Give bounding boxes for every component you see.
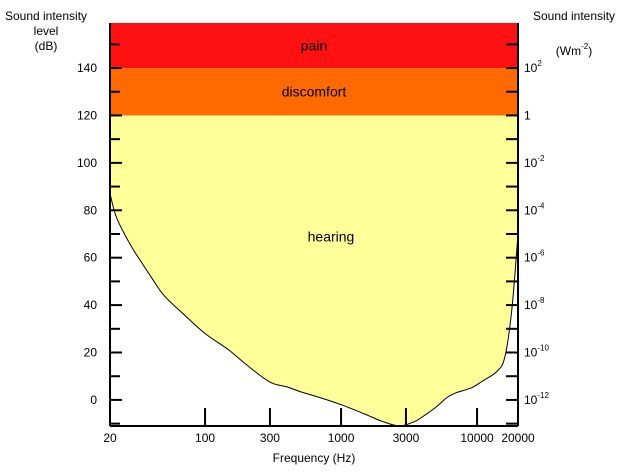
left-tick-label-120: 120 bbox=[77, 108, 97, 122]
x-tick-label-10000: 10000 bbox=[460, 431, 494, 445]
right-axis-unit-exponent: -2 bbox=[581, 42, 589, 51]
threshold-of-hearing-curve bbox=[109, 193, 519, 427]
left-axis-title-line2: level bbox=[34, 24, 59, 38]
x-tick-label-1000: 1000 bbox=[328, 431, 355, 445]
right-tick-label-140-base: 10 bbox=[524, 61, 538, 75]
right-tick-label-0-base: 10 bbox=[524, 393, 538, 407]
right-tick-label-60-exponent: -6 bbox=[537, 249, 545, 258]
right-tick-label-40: 10-8 bbox=[524, 296, 545, 312]
pain-label: pain bbox=[301, 38, 327, 54]
right-axis-unit: (Wm-2) bbox=[556, 42, 592, 58]
right-tick-label-40-exponent: -8 bbox=[537, 296, 545, 305]
left-tick-label-100: 100 bbox=[77, 156, 97, 170]
right-axis-unit-tail: ) bbox=[588, 44, 592, 58]
right-tick-label-0: 10-12 bbox=[524, 391, 549, 407]
hearing-label: hearing bbox=[308, 228, 355, 244]
x-tick-label-20: 20 bbox=[103, 431, 117, 445]
right-tick-label-120-base: 1 bbox=[524, 108, 531, 122]
left-axis-title-line1: Sound intensity bbox=[5, 9, 87, 23]
pain-region bbox=[110, 23, 518, 69]
right-tick-label-80-exponent: -4 bbox=[537, 201, 545, 210]
axes-layer bbox=[109, 23, 519, 427]
right-axis-unit-base: (Wm bbox=[556, 44, 581, 58]
right-tick-label-20-exponent: -10 bbox=[537, 344, 549, 353]
x-tick-label-100: 100 bbox=[195, 431, 215, 445]
right-tick-label-60: 10-6 bbox=[524, 249, 545, 265]
labels-layer: 02040608010012014010-1210-1010-810-610-4… bbox=[5, 9, 615, 465]
right-tick-label-80: 10-4 bbox=[524, 201, 545, 217]
hearing-region bbox=[110, 115, 518, 426]
right-tick-label-60-base: 10 bbox=[524, 251, 538, 265]
right-tick-label-100-exponent: -2 bbox=[537, 154, 545, 163]
right-axis-title: Sound intensity bbox=[533, 9, 615, 23]
right-tick-label-120: 1 bbox=[524, 108, 531, 122]
right-tick-label-100: 10-2 bbox=[524, 154, 545, 170]
regions-layer bbox=[110, 23, 518, 426]
left-tick-label-60: 60 bbox=[84, 251, 98, 265]
right-tick-label-20: 10-10 bbox=[524, 344, 549, 360]
right-tick-label-20-base: 10 bbox=[524, 346, 538, 360]
threshold-curve-layer bbox=[109, 193, 519, 427]
right-tick-label-100-base: 10 bbox=[524, 156, 538, 170]
left-tick-label-140: 140 bbox=[77, 61, 97, 75]
right-tick-label-80-base: 10 bbox=[524, 203, 538, 217]
right-tick-label-0-exponent: -12 bbox=[537, 391, 549, 400]
left-axis-title-line3: (dB) bbox=[35, 39, 58, 53]
left-tick-label-0: 0 bbox=[90, 393, 97, 407]
x-axis-title: Frequency (Hz) bbox=[273, 451, 356, 465]
left-tick-label-80: 80 bbox=[84, 203, 98, 217]
x-tick-label-3000: 3000 bbox=[393, 431, 420, 445]
right-tick-label-140: 102 bbox=[524, 59, 542, 75]
x-tick-label-20000: 20000 bbox=[501, 431, 535, 445]
discomfort-label: discomfort bbox=[282, 84, 347, 100]
right-tick-label-140-exponent: 2 bbox=[537, 59, 542, 68]
left-tick-label-20: 20 bbox=[84, 346, 98, 360]
left-tick-label-40: 40 bbox=[84, 298, 98, 312]
discomfort-region bbox=[110, 68, 518, 116]
right-tick-label-40-base: 10 bbox=[524, 298, 538, 312]
x-tick-label-300: 300 bbox=[260, 431, 280, 445]
